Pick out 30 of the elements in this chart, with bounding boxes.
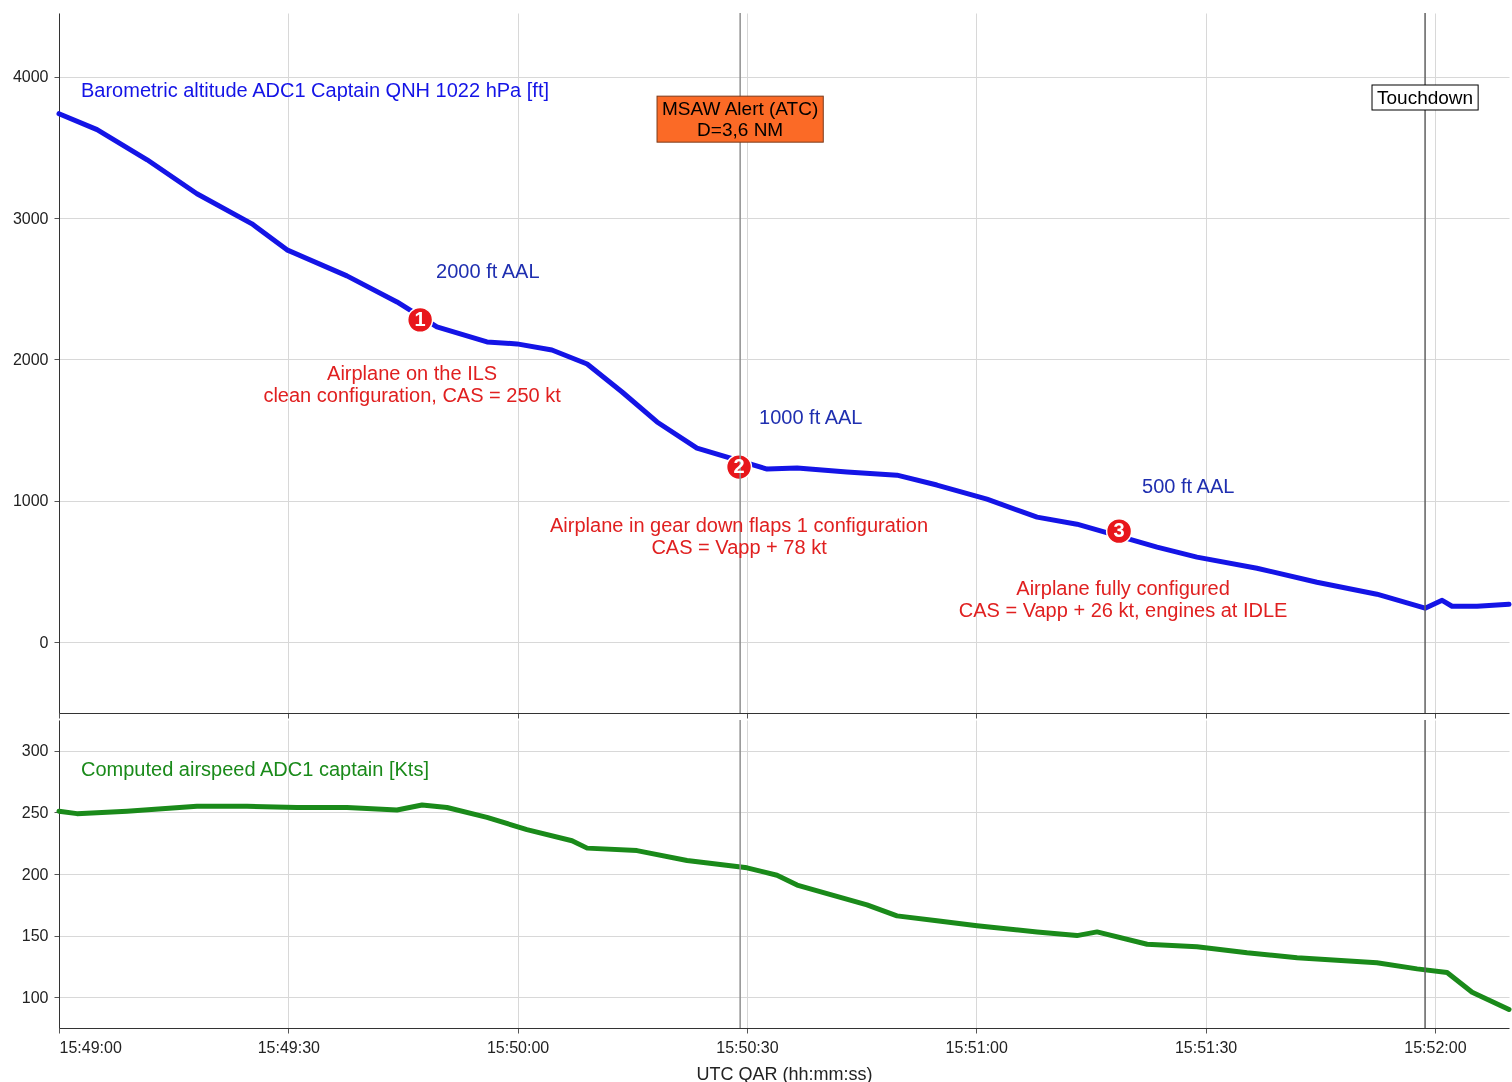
x-tick-label: 15:49:30 xyxy=(257,1038,321,1056)
y-tick-label: 1000 xyxy=(12,492,49,510)
y-tick-label: 200 xyxy=(21,865,49,883)
y-tick-label: 250 xyxy=(21,803,49,821)
annotation: MSAW Alert (ATC) D=3,6 NM xyxy=(662,98,819,141)
x-tick-label: 15:51:30 xyxy=(1174,1038,1238,1056)
annotation: Airplane in gear down flaps 1 configuration CAS = Vapp + 78 kt xyxy=(550,514,929,559)
x-tick-label: 15:50:30 xyxy=(716,1038,779,1056)
annotation: 1000 ft AAL xyxy=(759,406,863,429)
x-tick-label: 15:49:00 xyxy=(59,1038,122,1056)
series-label: Barometric altitude ADC1 Captain QNH 1022 hPa [ft] xyxy=(81,79,550,101)
annotation: 2000 ft AAL xyxy=(436,259,540,282)
y-tick-label: 150 xyxy=(21,927,49,945)
y-tick-label: 2000 xyxy=(12,350,49,368)
annotation: 500 ft AAL xyxy=(1142,475,1235,498)
annotation: Airplane on the ILS clean configuration, CAS = 250 kt xyxy=(263,361,562,406)
annotation: Airplane fully configured CAS = Vapp + 26 kt, engines at IDLE xyxy=(958,577,1288,622)
y-tick-label: 0 xyxy=(39,633,49,651)
x-tick-label: 15:50:00 xyxy=(486,1038,550,1056)
annotation: 2 xyxy=(733,455,745,478)
y-tick-label: 3000 xyxy=(12,209,49,227)
series-label: Computed airspeed ADC1 captain [Kts] xyxy=(81,758,429,780)
annotation: 3 xyxy=(1113,519,1125,542)
y-tick-label: 300 xyxy=(21,742,49,760)
y-tick-label: 100 xyxy=(21,988,49,1006)
y-tick-label: 4000 xyxy=(12,68,49,86)
x-tick-label: 15:51:00 xyxy=(945,1038,1008,1056)
x-tick-label: 15:52:00 xyxy=(1404,1038,1467,1056)
ref-line-label: Touchdown xyxy=(1377,87,1474,108)
annotation: 1 xyxy=(414,307,426,330)
